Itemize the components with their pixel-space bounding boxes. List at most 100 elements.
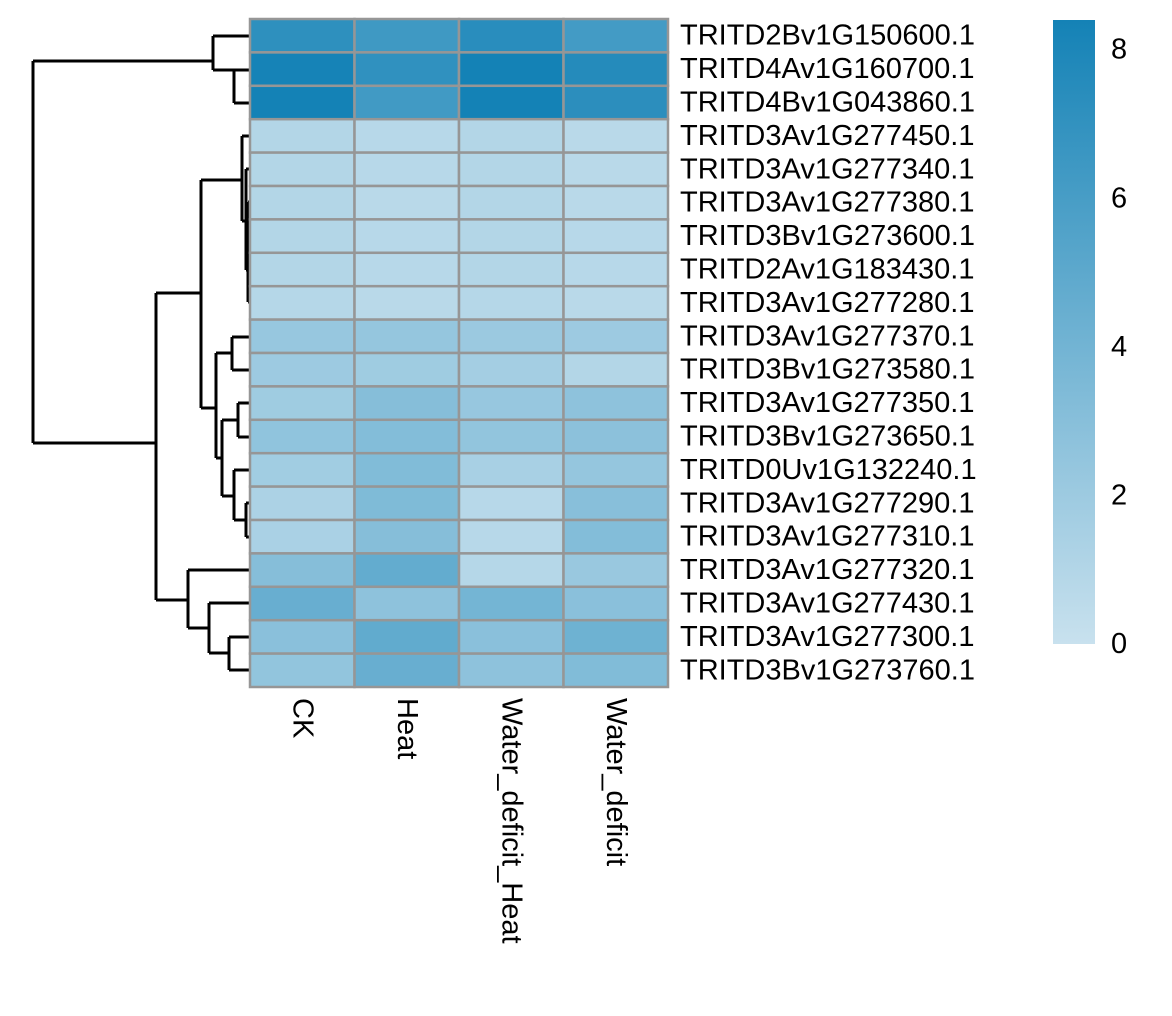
color-legend: 0 2 4 6 8	[1053, 20, 1127, 660]
heatmap-cell	[248, 251, 356, 288]
heatmap-cell	[353, 618, 461, 655]
dendrogram-branch	[236, 401, 250, 439]
column-labels: CK Heat Water_deficit_Heat Water_deficit	[286, 698, 632, 944]
heatmap-cell	[248, 518, 356, 555]
heatmap-cell	[353, 351, 461, 388]
legend-tick-label: 6	[1111, 182, 1127, 214]
color-legend-bar	[1053, 20, 1095, 644]
heatmap-cell	[353, 84, 461, 121]
heatmap-cell	[457, 618, 565, 655]
heatmap-cell	[562, 585, 670, 622]
row-label: TRITD3Av1G277290.1	[680, 487, 974, 519]
heatmap-cell	[353, 518, 461, 555]
heatmap-cell	[457, 51, 565, 88]
heatmap-cell	[457, 418, 565, 455]
heatmap-cell	[562, 451, 670, 488]
row-label: TRITD3Bv1G273580.1	[680, 354, 975, 386]
row-label: TRITD4Av1G160700.1	[680, 53, 974, 85]
heatmap-cell	[562, 151, 670, 188]
heatmap-cell	[248, 618, 356, 655]
dendrogram-branch	[227, 635, 250, 672]
column-label: CK	[286, 698, 318, 739]
row-label: TRITD3Av1G277380.1	[680, 187, 974, 219]
heatmap-cell	[248, 117, 356, 154]
heatmap-cells	[248, 17, 670, 689]
heatmap-cell	[457, 17, 565, 54]
heatmap-cell	[248, 652, 356, 689]
heatmap-cell	[457, 318, 565, 355]
dendrogram-branch	[211, 34, 250, 72]
heatmap-cell	[353, 251, 461, 288]
heatmap-cell	[353, 117, 461, 154]
heatmap-cell	[457, 351, 565, 388]
heatmap-cell	[562, 552, 670, 589]
heatmap-cell	[562, 351, 670, 388]
row-label: TRITD3Av1G277320.1	[680, 554, 974, 586]
heatmap-cell	[248, 318, 356, 355]
heatmap-cell	[248, 84, 356, 121]
heatmap-cell	[248, 418, 356, 455]
dendrogram-branch	[186, 568, 250, 630]
dendrogram-branch	[199, 178, 242, 410]
row-label: TRITD2Bv1G150600.1	[680, 20, 975, 52]
row-label: TRITD3Bv1G273600.1	[680, 220, 975, 252]
row-label: TRITD3Av1G277350.1	[680, 387, 974, 419]
dendrogram-branch	[232, 68, 250, 105]
heatmap-cell	[457, 451, 565, 488]
heatmap-cell	[562, 418, 670, 455]
heatmap-cell	[562, 117, 670, 154]
heatmap-cell	[248, 51, 356, 88]
row-label: TRITD3Av1G277280.1	[680, 287, 974, 319]
row-label: TRITD3Av1G277310.1	[680, 521, 974, 553]
color-legend-ticks: 0 2 4 6 8	[1111, 34, 1127, 660]
column-label: Water_deficit_Heat	[495, 698, 527, 944]
row-label: TRITD3Av1G277430.1	[680, 588, 974, 620]
heatmap-cell	[457, 184, 565, 221]
row-label: TRITD3Av1G277340.1	[680, 153, 974, 185]
heatmap-cell	[353, 284, 461, 321]
heatmap-cell	[353, 385, 461, 422]
heatmap-cell	[248, 17, 356, 54]
heatmap-cell	[248, 184, 356, 221]
legend-tick-label: 4	[1111, 331, 1127, 363]
heatmap-cell	[353, 184, 461, 221]
row-label: TRITD0Uv1G132240.1	[680, 454, 977, 486]
heatmap-cell	[562, 318, 670, 355]
heatmap-cell	[353, 418, 461, 455]
heatmap-cell	[457, 585, 565, 622]
row-label: TRITD3Av1G277370.1	[680, 320, 974, 352]
heatmap-cell	[353, 51, 461, 88]
heatmap-cell	[353, 218, 461, 255]
heatmap-cell	[248, 284, 356, 321]
column-label: Heat	[391, 698, 423, 759]
heatmap-cell	[562, 51, 670, 88]
heatmap-cell	[248, 351, 356, 388]
heatmap-cell	[562, 218, 670, 255]
heatmap-cell	[562, 518, 670, 555]
dendrogram-branch	[31, 59, 213, 445]
dendrogram-branch	[220, 418, 238, 498]
heatmap-cell	[457, 518, 565, 555]
column-label: Water_deficit	[600, 698, 632, 866]
row-dendrogram	[31, 34, 250, 672]
heatmap-cell	[562, 84, 670, 121]
heatmap-cell	[248, 451, 356, 488]
dendrogram-branch	[214, 351, 232, 460]
heatmap-cell	[562, 17, 670, 54]
legend-tick-label: 0	[1111, 628, 1127, 660]
row-label: TRITD3Av1G277450.1	[680, 120, 974, 152]
heatmap-cell	[457, 485, 565, 522]
heatmap-cell	[562, 485, 670, 522]
heatmap-cell	[457, 552, 565, 589]
heatmap-cell	[353, 318, 461, 355]
row-label: TRITD2Av1G183430.1	[680, 254, 974, 286]
heatmap-cell	[457, 652, 565, 689]
heatmap-cell	[353, 451, 461, 488]
heatmap-cell	[457, 218, 565, 255]
heatmap-cell	[457, 151, 565, 188]
heatmap-cell	[353, 652, 461, 689]
heatmap-cell	[248, 585, 356, 622]
